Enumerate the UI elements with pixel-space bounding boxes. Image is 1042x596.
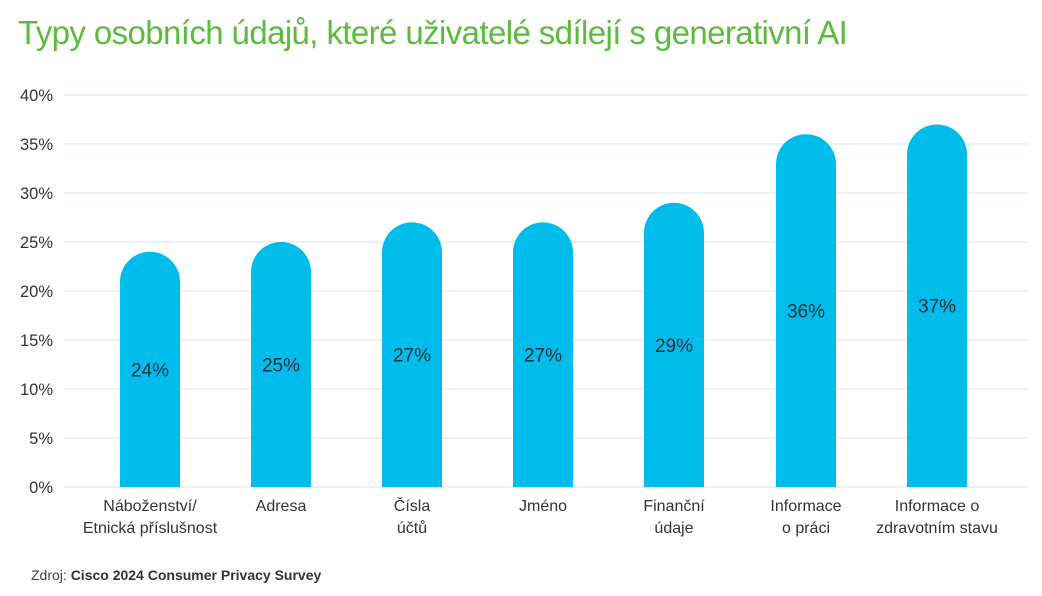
source-name: Cisco 2024 Consumer Privacy Survey (70, 567, 322, 583)
x-category-label: Jméno (519, 498, 567, 515)
bar (382, 222, 442, 487)
y-tick-label: 25% (20, 234, 53, 252)
bar (776, 134, 836, 487)
y-tick-label: 5% (29, 430, 53, 448)
x-category-label: Finanční (643, 498, 705, 515)
bar (513, 222, 573, 487)
data-label: 37% (918, 297, 956, 318)
bar (907, 124, 967, 488)
data-label: 27% (393, 346, 431, 367)
data-label: 27% (524, 346, 562, 367)
data-label: 29% (655, 336, 693, 357)
x-category-label: o práci (782, 520, 830, 537)
y-axis-tick-labels: 0% 5% 10% 15% 20% 25% 30% 35% 40% (20, 87, 53, 497)
data-labels: 24% 25% 27% 27% 29% 36% 37% (131, 297, 956, 382)
bars (120, 124, 967, 488)
x-category-label: Adresa (256, 498, 307, 515)
data-label: 36% (787, 302, 825, 323)
y-tick-label: 30% (20, 185, 53, 203)
bar (120, 251, 180, 487)
x-axis-category-labels: Náboženství/Etnická příslušnost Adresa Čís… (83, 496, 998, 537)
x-category-label: účtů (397, 519, 427, 537)
chart-title: Typy osobních údajů, které uživatelé sdí… (18, 14, 848, 51)
x-category-label: Etnická příslušnost (83, 520, 218, 537)
bar (251, 242, 311, 487)
source-prefix: Zdroj: (31, 567, 67, 583)
bar (644, 202, 704, 487)
y-tick-label: 35% (20, 136, 53, 154)
data-label: 25% (262, 356, 300, 377)
x-category-label: Informace (770, 498, 841, 515)
x-category-label: Informace o (895, 498, 980, 515)
y-tick-label: 40% (20, 87, 53, 105)
source-note: Zdroj: Cisco 2024 Consumer Privacy Surve… (31, 567, 321, 583)
data-label: 24% (131, 360, 169, 381)
x-category-label: Náboženství/ (103, 498, 197, 515)
x-category-label: údaje (654, 520, 693, 537)
y-tick-label: 20% (20, 283, 53, 301)
x-category-label: zdravotním stavu (876, 520, 998, 537)
y-tick-label: 0% (29, 479, 53, 497)
y-tick-label: 15% (20, 332, 53, 350)
x-category-label: Čísla (394, 496, 431, 515)
y-tick-label: 10% (20, 381, 53, 399)
